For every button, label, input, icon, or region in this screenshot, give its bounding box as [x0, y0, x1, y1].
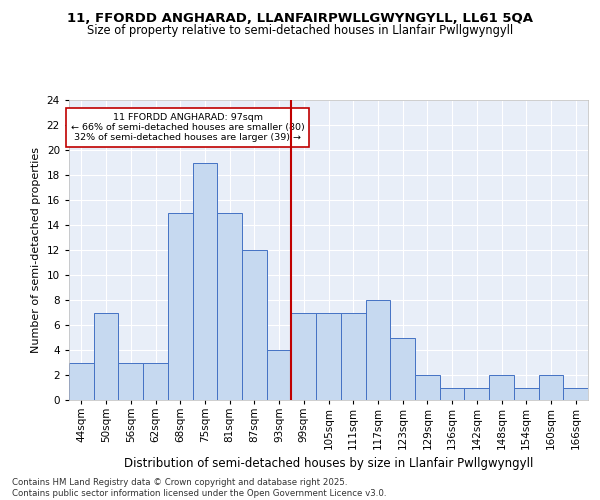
- Bar: [118, 362, 143, 400]
- Bar: [390, 338, 415, 400]
- Bar: [292, 312, 316, 400]
- Bar: [514, 388, 539, 400]
- X-axis label: Distribution of semi-detached houses by size in Llanfair Pwllgwyngyll: Distribution of semi-detached houses by …: [124, 458, 533, 470]
- Y-axis label: Number of semi-detached properties: Number of semi-detached properties: [31, 147, 41, 353]
- Bar: [193, 162, 217, 400]
- Text: Contains HM Land Registry data © Crown copyright and database right 2025.
Contai: Contains HM Land Registry data © Crown c…: [12, 478, 386, 498]
- Text: Size of property relative to semi-detached houses in Llanfair Pwllgwyngyll: Size of property relative to semi-detach…: [87, 24, 513, 37]
- Bar: [94, 312, 118, 400]
- Bar: [563, 388, 588, 400]
- Bar: [217, 212, 242, 400]
- Bar: [489, 375, 514, 400]
- Text: 11 FFORDD ANGHARAD: 97sqm
← 66% of semi-detached houses are smaller (80)
32% of : 11 FFORDD ANGHARAD: 97sqm ← 66% of semi-…: [71, 112, 305, 142]
- Bar: [464, 388, 489, 400]
- Bar: [539, 375, 563, 400]
- Bar: [365, 300, 390, 400]
- Bar: [242, 250, 267, 400]
- Bar: [69, 362, 94, 400]
- Bar: [440, 388, 464, 400]
- Text: 11, FFORDD ANGHARAD, LLANFAIRPWLLGWYNGYLL, LL61 5QA: 11, FFORDD ANGHARAD, LLANFAIRPWLLGWYNGYL…: [67, 12, 533, 26]
- Bar: [267, 350, 292, 400]
- Bar: [168, 212, 193, 400]
- Bar: [341, 312, 365, 400]
- Bar: [415, 375, 440, 400]
- Bar: [316, 312, 341, 400]
- Bar: [143, 362, 168, 400]
